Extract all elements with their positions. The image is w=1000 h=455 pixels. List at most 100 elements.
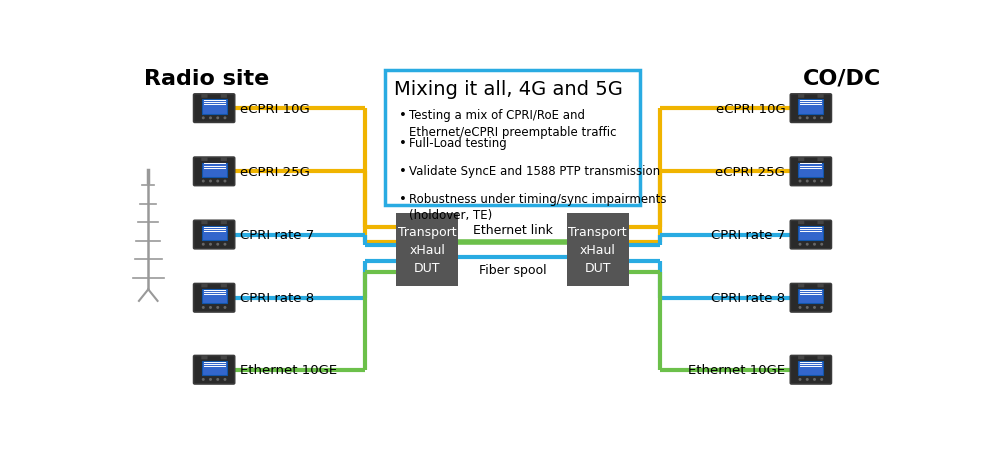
Circle shape	[202, 379, 204, 380]
Circle shape	[210, 379, 211, 380]
Circle shape	[217, 181, 219, 182]
Text: CPRI rate 8: CPRI rate 8	[240, 292, 314, 304]
FancyBboxPatch shape	[790, 284, 831, 312]
FancyBboxPatch shape	[194, 284, 235, 312]
Circle shape	[210, 181, 211, 182]
Text: CPRI rate 8: CPRI rate 8	[711, 292, 785, 304]
FancyBboxPatch shape	[202, 361, 227, 375]
FancyBboxPatch shape	[798, 284, 804, 288]
Circle shape	[217, 379, 219, 380]
FancyBboxPatch shape	[221, 158, 227, 162]
FancyBboxPatch shape	[817, 221, 824, 225]
Text: Ethernet 10GE: Ethernet 10GE	[688, 364, 785, 376]
Text: •: •	[399, 164, 406, 177]
Circle shape	[224, 181, 226, 182]
Text: CPRI rate 7: CPRI rate 7	[240, 228, 314, 242]
Circle shape	[799, 307, 801, 308]
Circle shape	[202, 118, 204, 119]
Text: Ethernet link: Ethernet link	[473, 223, 552, 236]
Circle shape	[821, 181, 822, 182]
FancyBboxPatch shape	[201, 356, 208, 359]
FancyBboxPatch shape	[221, 356, 227, 359]
Text: •: •	[399, 109, 406, 122]
FancyBboxPatch shape	[385, 71, 640, 205]
Circle shape	[806, 307, 808, 308]
Circle shape	[202, 307, 204, 308]
FancyBboxPatch shape	[201, 95, 208, 99]
FancyBboxPatch shape	[567, 213, 629, 286]
Text: Radio site: Radio site	[144, 68, 270, 88]
FancyBboxPatch shape	[202, 226, 227, 241]
Circle shape	[821, 118, 822, 119]
FancyBboxPatch shape	[817, 158, 824, 162]
Text: eCPRI 10G: eCPRI 10G	[240, 102, 309, 116]
Circle shape	[224, 244, 226, 245]
FancyBboxPatch shape	[798, 163, 823, 177]
Text: Fiber spool: Fiber spool	[479, 263, 546, 276]
FancyBboxPatch shape	[201, 221, 208, 225]
Text: Robustness under timing/sync impairments
(holdover, TE): Robustness under timing/sync impairments…	[409, 192, 667, 222]
FancyBboxPatch shape	[221, 221, 227, 225]
Circle shape	[806, 379, 808, 380]
Circle shape	[814, 118, 815, 119]
FancyBboxPatch shape	[194, 158, 235, 186]
Text: eCPRI 25G: eCPRI 25G	[715, 166, 785, 178]
Text: Testing a mix of CPRI/RoE and
Ethernet/eCPRI preemptable traffic: Testing a mix of CPRI/RoE and Ethernet/e…	[409, 109, 617, 139]
FancyBboxPatch shape	[790, 158, 831, 186]
Circle shape	[210, 244, 211, 245]
Circle shape	[224, 118, 226, 119]
Circle shape	[814, 244, 815, 245]
FancyBboxPatch shape	[798, 356, 804, 359]
FancyBboxPatch shape	[201, 284, 208, 288]
Circle shape	[217, 244, 219, 245]
Text: eCPRI 25G: eCPRI 25G	[240, 166, 310, 178]
Text: Transport
xHaul
DUT: Transport xHaul DUT	[398, 225, 457, 274]
Circle shape	[814, 379, 815, 380]
Circle shape	[806, 181, 808, 182]
FancyBboxPatch shape	[221, 284, 227, 288]
FancyBboxPatch shape	[202, 100, 227, 115]
Circle shape	[202, 244, 204, 245]
FancyBboxPatch shape	[202, 163, 227, 177]
Circle shape	[202, 181, 204, 182]
Text: Transport
xHaul
DUT: Transport xHaul DUT	[568, 225, 627, 274]
FancyBboxPatch shape	[396, 213, 458, 286]
FancyBboxPatch shape	[798, 289, 823, 303]
Circle shape	[224, 379, 226, 380]
Circle shape	[217, 307, 219, 308]
FancyBboxPatch shape	[798, 361, 823, 375]
Text: eCPRI 10G: eCPRI 10G	[716, 102, 785, 116]
Circle shape	[821, 379, 822, 380]
Circle shape	[224, 307, 226, 308]
FancyBboxPatch shape	[194, 356, 235, 384]
Circle shape	[799, 181, 801, 182]
Circle shape	[210, 118, 211, 119]
Circle shape	[806, 244, 808, 245]
Circle shape	[210, 307, 211, 308]
Circle shape	[806, 118, 808, 119]
Circle shape	[814, 181, 815, 182]
Circle shape	[799, 379, 801, 380]
FancyBboxPatch shape	[202, 289, 227, 303]
FancyBboxPatch shape	[790, 356, 831, 384]
Circle shape	[799, 244, 801, 245]
FancyBboxPatch shape	[790, 221, 831, 249]
Text: CPRI rate 7: CPRI rate 7	[711, 228, 785, 242]
Text: Full-Load testing: Full-Load testing	[409, 137, 507, 150]
FancyBboxPatch shape	[790, 95, 831, 123]
Text: Validate SyncE and 1588 PTP transmission: Validate SyncE and 1588 PTP transmission	[409, 164, 661, 177]
FancyBboxPatch shape	[798, 100, 823, 115]
Text: Mixing it all, 4G and 5G: Mixing it all, 4G and 5G	[394, 80, 623, 99]
FancyBboxPatch shape	[798, 226, 823, 241]
FancyBboxPatch shape	[798, 158, 804, 162]
FancyBboxPatch shape	[221, 95, 227, 99]
Circle shape	[821, 307, 822, 308]
FancyBboxPatch shape	[817, 95, 824, 99]
Circle shape	[821, 244, 822, 245]
FancyBboxPatch shape	[798, 95, 804, 99]
FancyBboxPatch shape	[194, 95, 235, 123]
Text: •: •	[399, 137, 406, 150]
Text: Ethernet 10GE: Ethernet 10GE	[240, 364, 337, 376]
FancyBboxPatch shape	[817, 356, 824, 359]
FancyBboxPatch shape	[798, 221, 804, 225]
